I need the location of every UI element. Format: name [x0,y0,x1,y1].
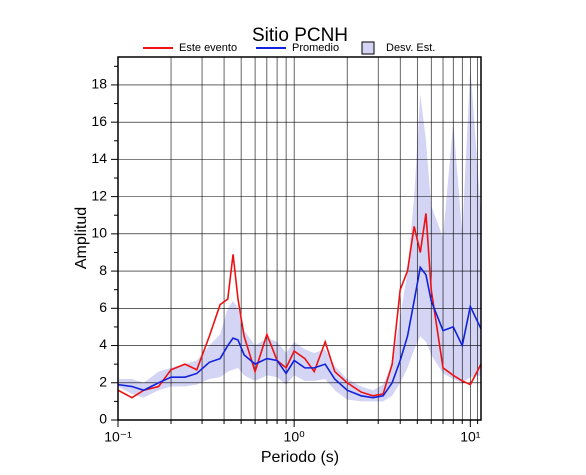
y-tick-label: 2 [99,373,107,389]
y-tick-label: 12 [91,187,107,203]
plot-frame [117,56,482,421]
y-tick-label: 16 [91,113,107,129]
legend-label: Promedio [292,42,339,54]
legend-label: Desv. Est. [386,42,435,54]
legend-label: Este evento [179,42,237,54]
y-tick-label: 0 [99,411,107,427]
x-axis-label: Periodo (s) [261,449,339,466]
x-tick-label: 10¹ [460,429,481,445]
y-tick-label: 8 [99,262,107,278]
y-tick-label: 14 [91,150,107,166]
y-tick-label: 18 [91,76,107,92]
series-line [117,265,482,399]
y-axis-label: Amplitud [73,207,90,269]
std-band [118,66,481,402]
y-tick-label: 10 [91,225,107,241]
legend-swatch [361,41,375,55]
x-tick-label: 10⁰ [284,429,306,445]
y-tick-label: 4 [99,336,107,352]
y-tick-label: 6 [99,299,107,315]
chart-title: Sitio PCNH [252,25,348,46]
x-tick-label: 10⁻¹ [104,429,132,445]
series-line [117,213,482,399]
